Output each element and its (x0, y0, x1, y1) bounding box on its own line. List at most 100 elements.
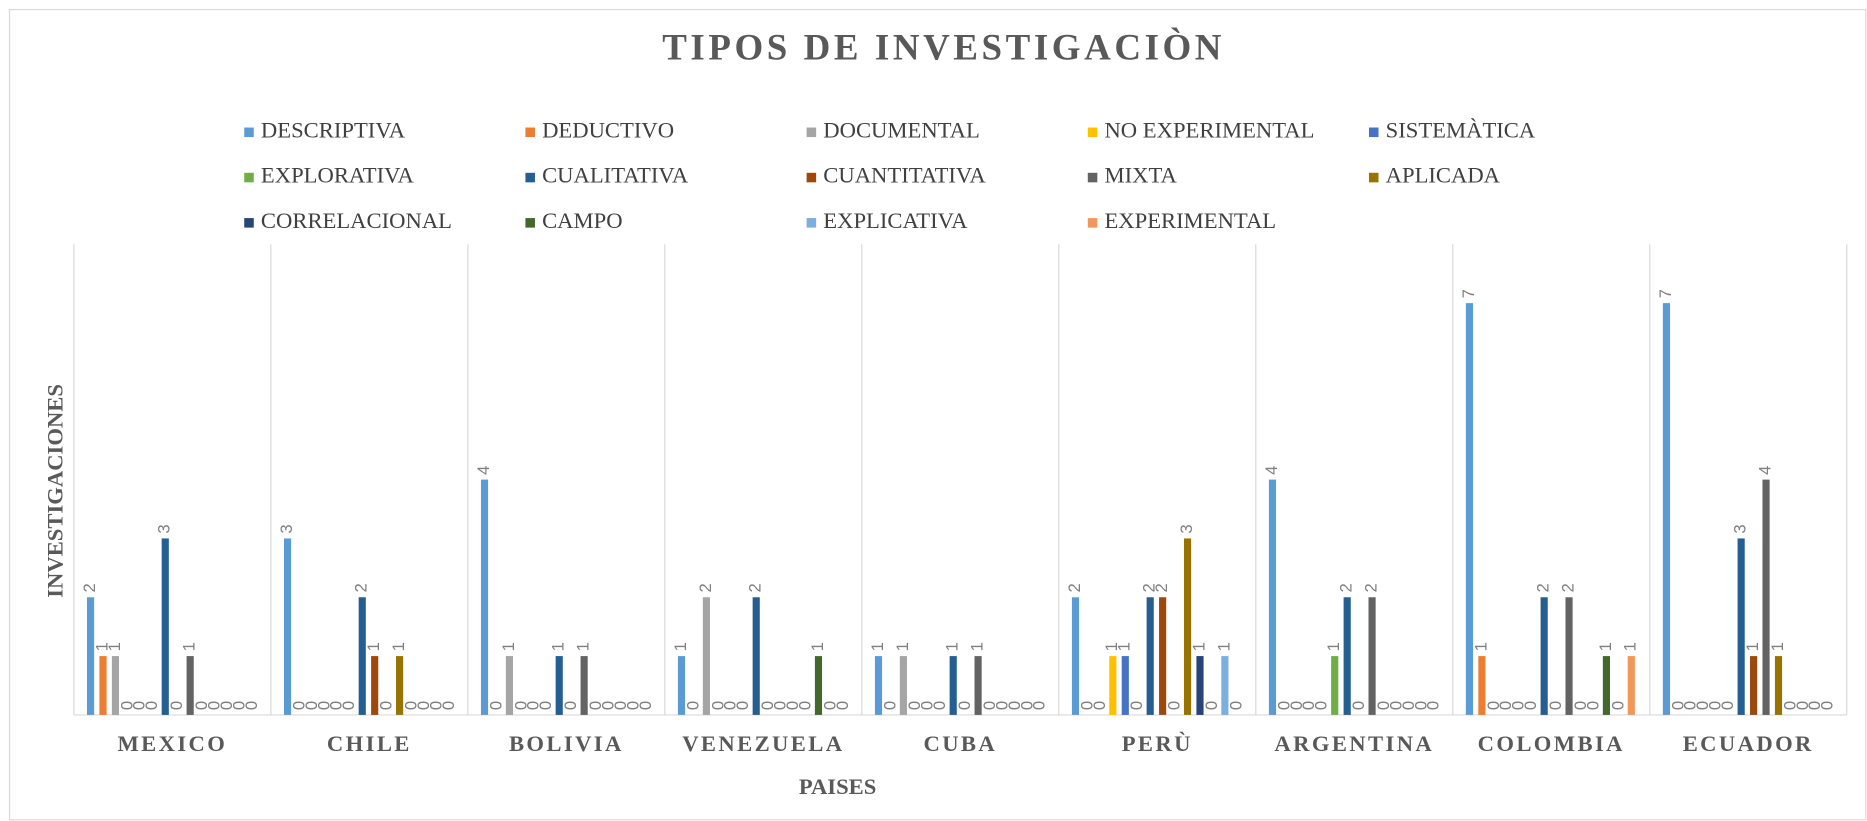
value-label: 0 (771, 701, 790, 710)
legend-label: CUALITATIVA (542, 163, 689, 188)
value-label: 1 (92, 642, 111, 651)
value-label: 0 (1090, 701, 1109, 710)
x-tick-label: BOLIVIA (509, 731, 624, 756)
value-label: 0 (1017, 701, 1036, 710)
value-label: 0 (833, 701, 852, 710)
value-label: 2 (80, 583, 99, 592)
value-label: 0 (1164, 701, 1183, 710)
value-label: 0 (636, 701, 655, 710)
value-label: 2 (1337, 583, 1356, 592)
value-label: 0 (1005, 701, 1024, 710)
value-label: 1 (671, 642, 690, 651)
value-label: 0 (980, 701, 999, 710)
value-label: 0 (536, 701, 555, 710)
bar (505, 656, 513, 715)
value-label: 1 (105, 642, 124, 651)
x-tick-label: PERÙ (1122, 730, 1193, 756)
value-label: 3 (277, 524, 296, 533)
value-label: 0 (486, 701, 505, 710)
x-tick-label: ECUADOR (1683, 731, 1814, 756)
value-label: 0 (511, 701, 530, 710)
bar (1662, 303, 1671, 715)
legend-label: MIXTA (1104, 163, 1177, 188)
bar (1750, 656, 1758, 715)
value-label: 0 (401, 701, 420, 710)
chart-title: TIPOS DE INVESTIGACIÒN (662, 27, 1225, 68)
value-label: 7 (1459, 289, 1478, 298)
value-label: 2 (746, 583, 765, 592)
value-label: 2 (352, 583, 371, 592)
value-label: 0 (192, 701, 211, 710)
bar (1565, 597, 1573, 715)
value-label: 0 (1509, 701, 1528, 710)
value-label: 0 (1227, 701, 1246, 710)
legend-swatch (1368, 172, 1379, 183)
bar (1071, 597, 1080, 715)
bar (283, 538, 292, 715)
bar (1602, 656, 1610, 715)
value-label: 0 (930, 701, 949, 710)
value-label: 0 (1521, 701, 1540, 710)
value-label: 0 (117, 701, 136, 710)
value-label: 3 (1177, 524, 1196, 533)
value-label: 0 (242, 701, 261, 710)
value-label: 0 (598, 701, 617, 710)
legend-swatch (244, 172, 254, 183)
legend-label: EXPERIMENTAL (1104, 208, 1276, 233)
legend-swatch (1087, 172, 1098, 183)
value-label: 0 (1299, 701, 1318, 710)
value-label: 0 (1287, 701, 1306, 710)
legend-label: DOCUMENTAL (823, 117, 980, 142)
value-label: 7 (1656, 289, 1675, 298)
x-axis-title: PAISES (799, 774, 877, 799)
bar (161, 538, 169, 715)
value-label: 0 (1349, 701, 1368, 710)
bar (480, 479, 489, 715)
bar (1109, 656, 1117, 715)
legend-label: CUANTITATIVA (823, 163, 986, 188)
value-label: 1 (1102, 642, 1121, 651)
value-label: 0 (1818, 701, 1837, 710)
bar (111, 656, 120, 715)
bar (1196, 656, 1204, 715)
legend-label: APLICADA (1386, 163, 1501, 188)
legend-swatch (1087, 127, 1098, 138)
bar (371, 656, 379, 715)
value-label: 0 (795, 701, 814, 710)
value-label: 1 (1596, 642, 1615, 651)
value-label: 0 (1706, 701, 1725, 710)
bar (1478, 656, 1486, 715)
value-label: 2 (1361, 583, 1380, 592)
value-label: 0 (1484, 701, 1503, 710)
x-tick-label: VENEZUELA (682, 731, 844, 756)
value-label: 0 (524, 701, 543, 710)
value-label: 1 (868, 642, 887, 651)
value-label: 2 (1065, 583, 1084, 592)
bar (1121, 656, 1129, 715)
value-label: 1 (1324, 642, 1343, 651)
bar (1774, 656, 1783, 715)
value-label: 1 (549, 642, 568, 651)
value-label: 0 (217, 701, 236, 710)
value-label: 0 (1681, 701, 1700, 710)
bar (1627, 656, 1635, 715)
legend-label: CORRELACIONAL (261, 208, 452, 233)
value-label: 0 (880, 701, 899, 710)
legend-swatch (525, 127, 535, 138)
value-label: 0 (1793, 701, 1812, 710)
value-label: 0 (611, 701, 630, 710)
value-label: 0 (1780, 701, 1799, 710)
bar (974, 656, 982, 715)
value-label: 0 (289, 701, 308, 710)
legend-swatch (806, 172, 817, 183)
value-label: 0 (1668, 701, 1687, 710)
value-label: 1 (968, 642, 987, 651)
value-label: 0 (721, 701, 740, 710)
value-label: 1 (574, 642, 593, 651)
bar (580, 656, 588, 715)
bar (702, 597, 710, 715)
bar (1737, 538, 1745, 715)
value-label: 0 (377, 701, 396, 710)
legend-label: SISTEMÀTICA (1386, 117, 1536, 142)
value-label: 3 (1731, 524, 1750, 533)
